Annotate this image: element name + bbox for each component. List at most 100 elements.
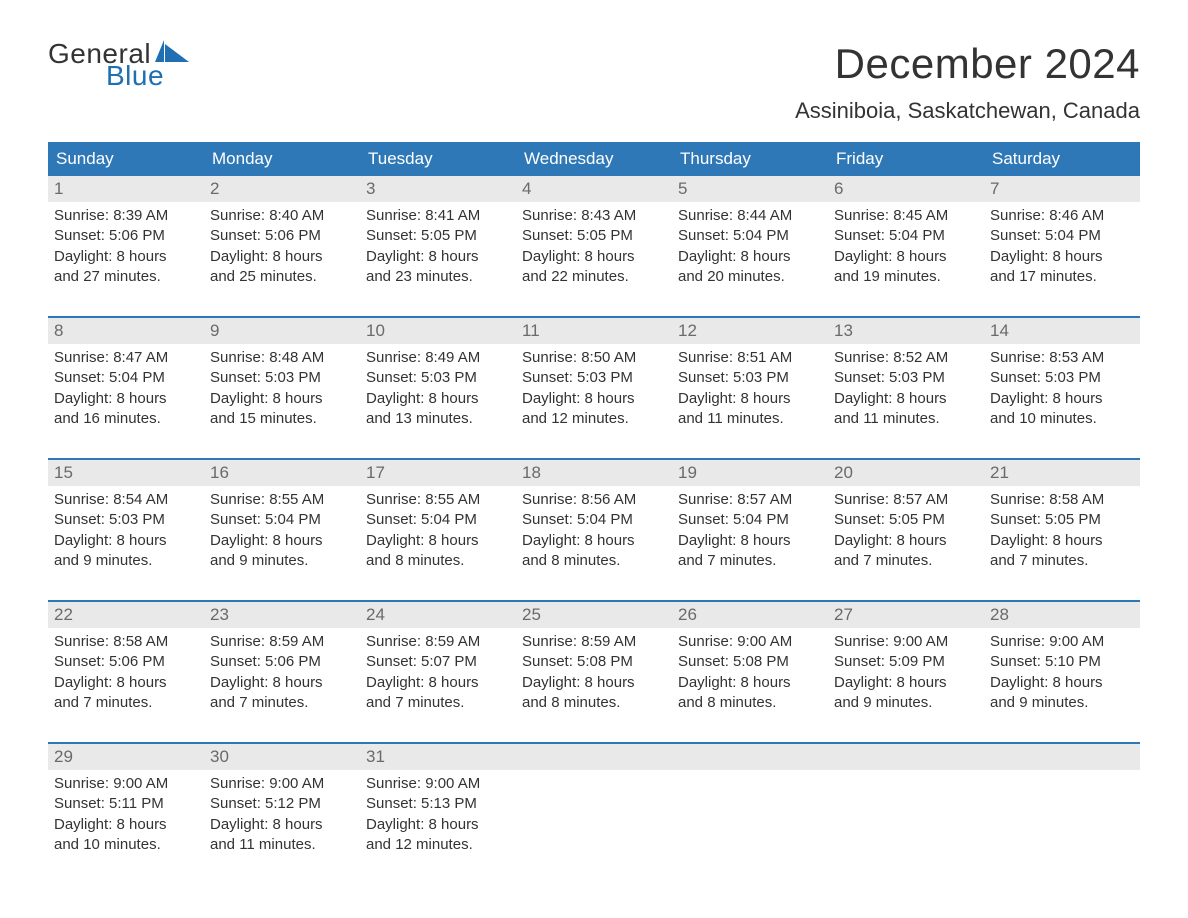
daylight-line-2: and 8 minutes. [678,693,822,713]
day-cell: 7Sunrise: 8:46 AMSunset: 5:04 PMDaylight… [984,176,1140,288]
day-content: Sunrise: 8:45 AMSunset: 5:04 PMDaylight:… [828,202,984,287]
day-content: Sunrise: 8:53 AMSunset: 5:03 PMDaylight:… [984,344,1140,429]
day-content: Sunrise: 9:00 AMSunset: 5:10 PMDaylight:… [984,628,1140,713]
day-cell: 18Sunrise: 8:56 AMSunset: 5:04 PMDayligh… [516,460,672,572]
day-cell: 25Sunrise: 8:59 AMSunset: 5:08 PMDayligh… [516,602,672,714]
sunrise-line: Sunrise: 9:00 AM [54,774,198,794]
sunrise-line: Sunrise: 8:57 AM [678,490,822,510]
daylight-line-1: Daylight: 8 hours [366,815,510,835]
sunrise-line: Sunrise: 8:59 AM [522,632,666,652]
daylight-line-2: and 17 minutes. [990,267,1134,287]
day-number: 22 [48,602,204,628]
sunset-line: Sunset: 5:11 PM [54,794,198,814]
day-cell: 2Sunrise: 8:40 AMSunset: 5:06 PMDaylight… [204,176,360,288]
day-cell: 6Sunrise: 8:45 AMSunset: 5:04 PMDaylight… [828,176,984,288]
day-number: 7 [984,176,1140,202]
daylight-line-2: and 12 minutes. [366,835,510,855]
daylight-line-2: and 7 minutes. [54,693,198,713]
day-cell: 4Sunrise: 8:43 AMSunset: 5:05 PMDaylight… [516,176,672,288]
sunset-line: Sunset: 5:08 PM [678,652,822,672]
day-header-thursday: Thursday [672,142,828,176]
sunrise-line: Sunrise: 8:50 AM [522,348,666,368]
day-cell: 26Sunrise: 9:00 AMSunset: 5:08 PMDayligh… [672,602,828,714]
sunrise-line: Sunrise: 9:00 AM [990,632,1134,652]
sunrise-line: Sunrise: 8:43 AM [522,206,666,226]
sunrise-line: Sunrise: 8:59 AM [366,632,510,652]
daylight-line-2: and 27 minutes. [54,267,198,287]
day-number: 12 [672,318,828,344]
day-cell: 19Sunrise: 8:57 AMSunset: 5:04 PMDayligh… [672,460,828,572]
daylight-line-2: and 9 minutes. [834,693,978,713]
sunrise-line: Sunrise: 8:54 AM [54,490,198,510]
day-number: 21 [984,460,1140,486]
title-block: December 2024 Assiniboia, Saskatchewan, … [795,40,1140,138]
header: General Blue December 2024 Assiniboia, S… [48,40,1140,138]
sunrise-line: Sunrise: 8:39 AM [54,206,198,226]
daylight-line-2: and 9 minutes. [54,551,198,571]
day-number: 1 [48,176,204,202]
daylight-line-1: Daylight: 8 hours [210,673,354,693]
day-number: 25 [516,602,672,628]
sunrise-line: Sunrise: 8:51 AM [678,348,822,368]
daylight-line-1: Daylight: 8 hours [678,673,822,693]
day-header-sunday: Sunday [48,142,204,176]
day-number: 18 [516,460,672,486]
daylight-line-1: Daylight: 8 hours [990,247,1134,267]
sunset-line: Sunset: 5:09 PM [834,652,978,672]
sunset-line: Sunset: 5:13 PM [366,794,510,814]
sunrise-line: Sunrise: 8:44 AM [678,206,822,226]
day-cell [828,744,984,856]
day-number: 14 [984,318,1140,344]
daylight-line-1: Daylight: 8 hours [366,389,510,409]
day-cell: 17Sunrise: 8:55 AMSunset: 5:04 PMDayligh… [360,460,516,572]
day-header-row: Sunday Monday Tuesday Wednesday Thursday… [48,142,1140,176]
day-content: Sunrise: 9:00 AMSunset: 5:09 PMDaylight:… [828,628,984,713]
sunset-line: Sunset: 5:05 PM [834,510,978,530]
day-content: Sunrise: 8:55 AMSunset: 5:04 PMDaylight:… [204,486,360,571]
daylight-line-2: and 9 minutes. [990,693,1134,713]
day-cell: 29Sunrise: 9:00 AMSunset: 5:11 PMDayligh… [48,744,204,856]
day-number: 26 [672,602,828,628]
day-number: 17 [360,460,516,486]
daylight-line-1: Daylight: 8 hours [990,673,1134,693]
logo: General Blue [48,40,191,90]
daylight-line-2: and 11 minutes. [834,409,978,429]
sunrise-line: Sunrise: 8:58 AM [990,490,1134,510]
sunset-line: Sunset: 5:08 PM [522,652,666,672]
daylight-line-1: Daylight: 8 hours [366,531,510,551]
day-cell: 27Sunrise: 9:00 AMSunset: 5:09 PMDayligh… [828,602,984,714]
day-cell: 1Sunrise: 8:39 AMSunset: 5:06 PMDaylight… [48,176,204,288]
day-content: Sunrise: 8:54 AMSunset: 5:03 PMDaylight:… [48,486,204,571]
sunrise-line: Sunrise: 8:41 AM [366,206,510,226]
sunset-line: Sunset: 5:03 PM [366,368,510,388]
day-content: Sunrise: 8:51 AMSunset: 5:03 PMDaylight:… [672,344,828,429]
day-number: 3 [360,176,516,202]
sunset-line: Sunset: 5:04 PM [54,368,198,388]
day-number: 23 [204,602,360,628]
day-cell: 9Sunrise: 8:48 AMSunset: 5:03 PMDaylight… [204,318,360,430]
daylight-line-1: Daylight: 8 hours [990,389,1134,409]
daylight-line-1: Daylight: 8 hours [990,531,1134,551]
day-content: Sunrise: 8:47 AMSunset: 5:04 PMDaylight:… [48,344,204,429]
day-number-empty [672,744,828,770]
sunset-line: Sunset: 5:04 PM [990,226,1134,246]
sunrise-line: Sunrise: 9:00 AM [834,632,978,652]
daylight-line-1: Daylight: 8 hours [210,531,354,551]
daylight-line-2: and 9 minutes. [210,551,354,571]
daylight-line-1: Daylight: 8 hours [522,389,666,409]
day-number: 31 [360,744,516,770]
day-header-wednesday: Wednesday [516,142,672,176]
day-cell: 21Sunrise: 8:58 AMSunset: 5:05 PMDayligh… [984,460,1140,572]
sunset-line: Sunset: 5:04 PM [678,510,822,530]
day-content: Sunrise: 8:58 AMSunset: 5:06 PMDaylight:… [48,628,204,713]
daylight-line-1: Daylight: 8 hours [366,673,510,693]
day-cell: 24Sunrise: 8:59 AMSunset: 5:07 PMDayligh… [360,602,516,714]
sunset-line: Sunset: 5:05 PM [522,226,666,246]
daylight-line-1: Daylight: 8 hours [834,247,978,267]
sunrise-line: Sunrise: 8:58 AM [54,632,198,652]
week-row: 8Sunrise: 8:47 AMSunset: 5:04 PMDaylight… [48,316,1140,430]
daylight-line-2: and 23 minutes. [366,267,510,287]
day-cell: 5Sunrise: 8:44 AMSunset: 5:04 PMDaylight… [672,176,828,288]
sunrise-line: Sunrise: 8:57 AM [834,490,978,510]
day-number: 15 [48,460,204,486]
